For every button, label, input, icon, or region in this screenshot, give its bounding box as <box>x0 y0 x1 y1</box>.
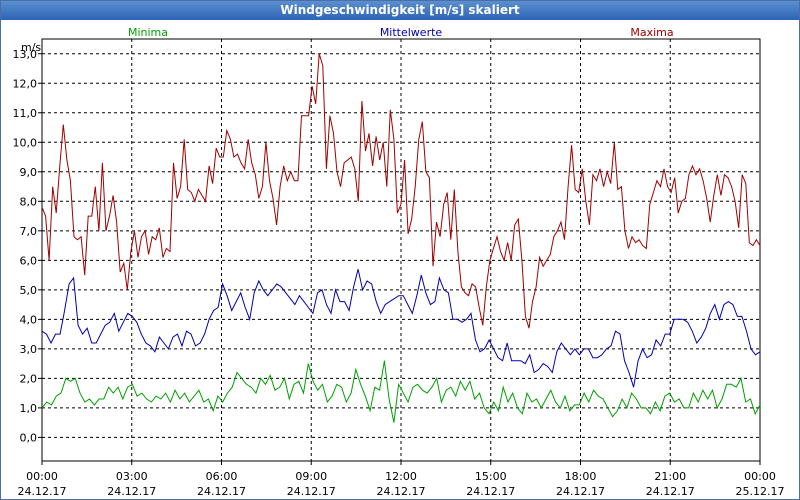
y-tick-label: 2,0 <box>20 372 38 385</box>
x-tick-time: 15:00 <box>475 470 507 483</box>
x-tick-time: 12:00 <box>385 470 417 483</box>
legend-mittelwerte: Mittelwerte <box>380 26 443 39</box>
y-tick-label: 13,0 <box>13 48 38 61</box>
series-mittelwerte <box>41 269 761 388</box>
x-tick-date: 24.12.17 <box>197 485 246 498</box>
x-tick-date: 24.12.17 <box>107 485 156 498</box>
x-tick-time: 09:00 <box>295 470 327 483</box>
x-tick-time: 00:00 <box>744 470 776 483</box>
legend-minima: Minima <box>128 26 168 39</box>
y-tick-label: 6,0 <box>20 254 38 267</box>
y-tick-label: 5,0 <box>20 284 38 297</box>
x-tick-date: 24.12.17 <box>18 485 67 498</box>
series-minima <box>41 360 761 423</box>
x-tick-time: 06:00 <box>206 470 238 483</box>
x-tick-date: 24.12.17 <box>377 485 426 498</box>
grid-lines <box>42 39 760 461</box>
series-lines <box>41 53 761 423</box>
y-tick-label: 9,0 <box>20 166 38 179</box>
x-tick-time: 03:00 <box>116 470 148 483</box>
x-tick-date: 24.12.17 <box>556 485 605 498</box>
y-tick-label: 4,0 <box>20 313 38 326</box>
series-maxima <box>41 53 761 329</box>
y-tick-label: 11,0 <box>13 107 38 120</box>
y-tick-label: 1,0 <box>20 402 38 415</box>
x-axis-ticks: 00:00 24.12.17 03:00 24.12.17 06:00 24.12.17 0… <box>18 461 785 498</box>
x-tick-date: 24.12.17 <box>287 485 336 498</box>
x-tick-time: 00:00 <box>26 470 58 483</box>
legend: Minima Mittelwerte Maxima <box>128 26 674 39</box>
x-tick-date: 24.12.17 <box>466 485 515 498</box>
y-tick-label: 12,0 <box>13 77 38 90</box>
y-tick-label: 0,0 <box>20 431 38 444</box>
y-tick-label: 8,0 <box>20 195 38 208</box>
x-tick-time: 18:00 <box>565 470 597 483</box>
window-title: Windgeschwindigkeit [m/s] skaliert <box>1 1 799 20</box>
legend-maxima: Maxima <box>630 26 673 39</box>
x-tick-date: 24.12.17 <box>646 485 695 498</box>
x-tick-date: 25.12.17 <box>736 485 785 498</box>
y-axis-ticks: 0,0 1,0 2,0 3,0 4,0 5,0 6,0 7,0 8,0 9,0 10,0 11,0 12… <box>13 48 42 444</box>
y-tick-label: 10,0 <box>13 136 38 149</box>
x-tick-time: 21:00 <box>654 470 686 483</box>
y-tick-label: 7,0 <box>20 225 38 238</box>
y-tick-label: 3,0 <box>20 343 38 356</box>
y-axis-label: m/s <box>21 41 41 54</box>
